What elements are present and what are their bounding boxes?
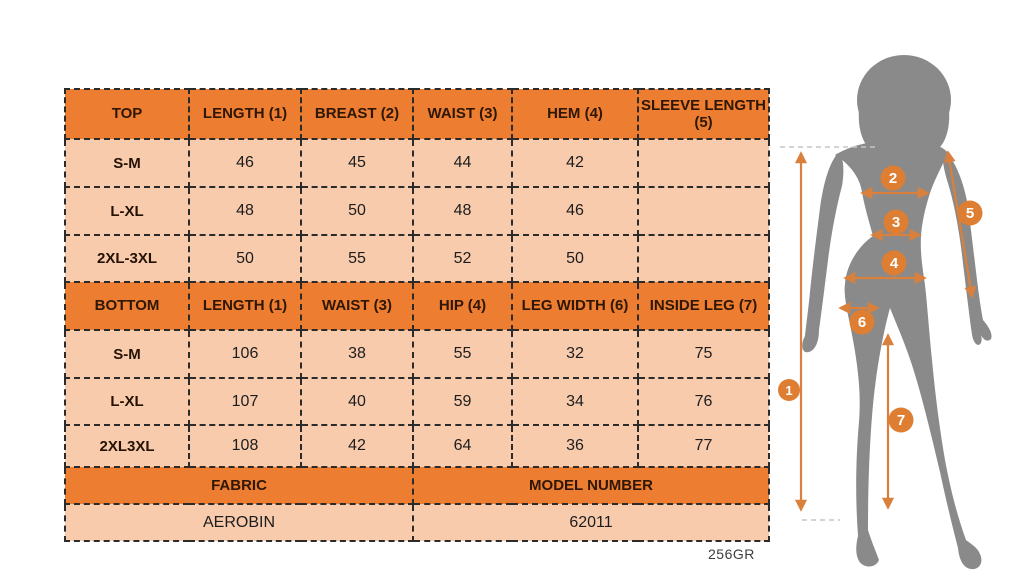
size-label: S-M [64, 329, 190, 379]
measure-value: 50 [188, 234, 302, 283]
size-chart-table: TOP LENGTH (1) BREAST (2) WAIST (3) HEM … [64, 88, 770, 542]
measure-marker-7: 7 [888, 407, 914, 433]
svg-text:3: 3 [892, 214, 900, 231]
arrow-sleeve-5 [943, 150, 977, 299]
measure-value: 34 [511, 377, 639, 426]
measure-marker-5: 5 [957, 200, 983, 226]
measure-value: 50 [511, 234, 639, 283]
measure-value: 48 [412, 186, 513, 236]
fabric-header-cell: FABRIC [64, 466, 414, 505]
top-header-cell: SLEEVE LENGTH (5) [637, 88, 770, 140]
measure-marker-3: 3 [883, 209, 909, 235]
bottom-size-row: S-M 106 38 55 32 75 [64, 329, 770, 379]
measure-value: 48 [188, 186, 302, 236]
bottom-header-cell: HIP (4) [412, 281, 513, 331]
measurement-figure: 1 2 3 4 5 6 7 [778, 40, 1024, 585]
top-size-row: S-M 46 45 44 42 [64, 138, 770, 188]
measure-value: 44 [412, 138, 513, 188]
measure-value: 106 [188, 329, 302, 379]
bottom-header-cell: LEG WIDTH (6) [511, 281, 639, 331]
svg-text:6: 6 [858, 314, 866, 331]
size-label: 2XL3XL [64, 424, 190, 468]
model-number-value-cell: 62011 [412, 503, 770, 542]
measure-marker-4: 4 [881, 250, 907, 276]
measure-value: 52 [412, 234, 513, 283]
size-label: 2XL-3XL [64, 234, 190, 283]
measure-value: 108 [188, 424, 302, 468]
top-header-cell: HEM (4) [511, 88, 639, 140]
measure-value: 45 [300, 138, 414, 188]
svg-text:4: 4 [890, 255, 899, 272]
model-number-header-cell: MODEL NUMBER [412, 466, 770, 505]
bottom-header-cell: LENGTH (1) [188, 281, 302, 331]
measure-value: 46 [511, 186, 639, 236]
measure-value: 46 [188, 138, 302, 188]
bottom-header-cell: WAIST (3) [300, 281, 414, 331]
measure-value: 59 [412, 377, 513, 426]
size-label: L-XL [64, 186, 190, 236]
bottom-size-row: L-XL 107 40 59 34 76 [64, 377, 770, 426]
measure-value: 107 [188, 377, 302, 426]
measure-value-empty [637, 138, 770, 188]
measure-value: 75 [637, 329, 770, 379]
measure-value: 77 [637, 424, 770, 468]
measure-value-empty [637, 234, 770, 283]
svg-text:7: 7 [897, 412, 905, 429]
top-header-cell: LENGTH (1) [188, 88, 302, 140]
bottom-header-row: BOTTOM LENGTH (1) WAIST (3) HIP (4) LEG … [64, 281, 770, 331]
bottom-header-cell: INSIDE LEG (7) [637, 281, 770, 331]
measure-value: 55 [300, 234, 414, 283]
size-label: S-M [64, 138, 190, 188]
info-header-row: FABRIC MODEL NUMBER [64, 466, 770, 505]
measure-value: 55 [412, 329, 513, 379]
top-header-cell: TOP [64, 88, 190, 140]
measure-marker-2: 2 [880, 165, 906, 191]
top-size-row: 2XL-3XL 50 55 52 50 [64, 234, 770, 283]
woman-silhouette-icon [802, 55, 992, 570]
measure-value: 64 [412, 424, 513, 468]
measure-value: 36 [511, 424, 639, 468]
measure-value-empty [637, 186, 770, 236]
top-header-cell: BREAST (2) [300, 88, 414, 140]
top-header-row: TOP LENGTH (1) BREAST (2) WAIST (3) HEM … [64, 88, 770, 140]
svg-text:1: 1 [785, 383, 792, 398]
measure-value: 42 [511, 138, 639, 188]
fabric-value-cell: AEROBIN [64, 503, 414, 542]
measure-value: 32 [511, 329, 639, 379]
bottom-size-row: 2XL3XL 108 42 64 36 77 [64, 424, 770, 468]
svg-text:2: 2 [889, 170, 897, 187]
measure-marker-6: 6 [849, 309, 875, 335]
measure-value: 76 [637, 377, 770, 426]
info-value-row: AEROBIN 62011 [64, 503, 770, 542]
top-size-row: L-XL 48 50 48 46 [64, 186, 770, 236]
svg-text:5: 5 [966, 205, 974, 222]
measure-value: 40 [300, 377, 414, 426]
size-label: L-XL [64, 377, 190, 426]
measurement-figure-svg: 1 2 3 4 5 6 7 [778, 55, 992, 570]
measure-value: 50 [300, 186, 414, 236]
weight-footnote: 256GR [708, 546, 755, 562]
bottom-header-cell: BOTTOM [64, 281, 190, 331]
top-header-cell: WAIST (3) [412, 88, 513, 140]
measure-value: 42 [300, 424, 414, 468]
measure-marker-1: 1 [778, 379, 800, 401]
measure-value: 38 [300, 329, 414, 379]
